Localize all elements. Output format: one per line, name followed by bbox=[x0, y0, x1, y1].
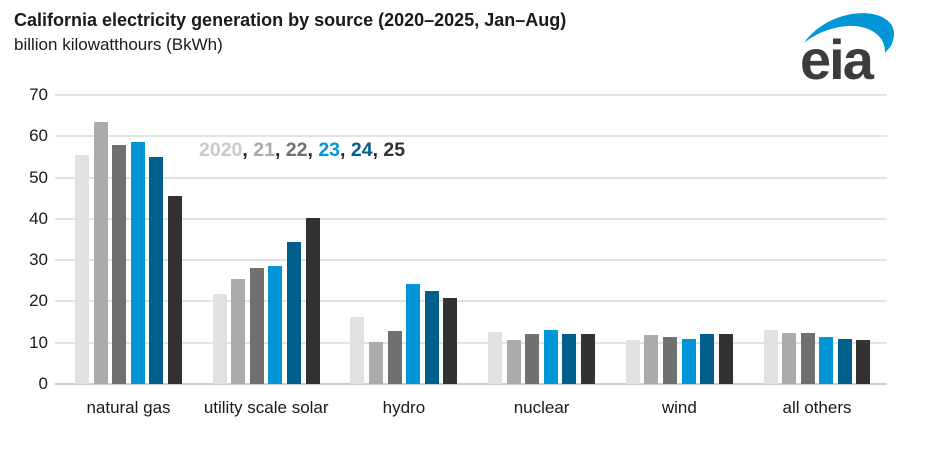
plot-area: 2020, 21, 22, 23, 24, 25 0 10 20 30 40 50 60 70… bbox=[29, 85, 887, 417]
bar bbox=[581, 333, 596, 384]
bar bbox=[406, 283, 421, 384]
legend-item: 25 bbox=[383, 139, 406, 161]
legend: 2020, 21, 22, 23, 24, 25 bbox=[199, 139, 405, 162]
bar bbox=[681, 339, 696, 384]
bar-group bbox=[350, 95, 458, 384]
x-axis-label: nuclear bbox=[513, 398, 570, 417]
legend-separator: , bbox=[307, 139, 319, 161]
bar bbox=[368, 341, 383, 384]
bar bbox=[112, 145, 127, 384]
gridline bbox=[55, 176, 887, 179]
x-axis-label: wind bbox=[661, 398, 697, 417]
y-tick-label: 70 bbox=[29, 85, 48, 104]
bar bbox=[268, 265, 283, 384]
legend-separator: , bbox=[242, 139, 254, 161]
bar bbox=[800, 332, 815, 384]
bar bbox=[93, 121, 108, 384]
eia-logo-text: eia bbox=[800, 28, 875, 85]
bar bbox=[837, 339, 852, 384]
x-axis-label: hydro bbox=[382, 398, 426, 417]
chart-subtitle: billion kilowatthours (BkWh) bbox=[14, 35, 223, 54]
bar bbox=[506, 340, 521, 384]
bar bbox=[782, 332, 797, 384]
bar bbox=[562, 333, 577, 384]
bar bbox=[387, 330, 402, 384]
gridline bbox=[55, 300, 887, 303]
y-tick-label: 50 bbox=[29, 167, 48, 187]
bar bbox=[543, 329, 558, 384]
y-tick-label: 0 bbox=[38, 374, 48, 393]
eia-logo: eia bbox=[800, 13, 894, 85]
bar bbox=[249, 268, 264, 384]
bar-group bbox=[488, 95, 596, 384]
bar bbox=[231, 278, 246, 384]
gridline bbox=[55, 217, 887, 220]
bar-group bbox=[212, 95, 320, 384]
chart-title: California electricity generation by sou… bbox=[14, 10, 567, 30]
bar bbox=[75, 154, 89, 384]
bar bbox=[130, 142, 145, 384]
bar bbox=[700, 333, 715, 384]
bar-group bbox=[763, 95, 871, 384]
eia-swoosh-icon bbox=[804, 13, 894, 53]
bar bbox=[525, 333, 540, 384]
x-axis-label: all others bbox=[782, 398, 852, 417]
legend-item: 21 bbox=[253, 139, 275, 161]
x-axis-label: natural gas bbox=[86, 398, 171, 417]
bar bbox=[856, 340, 871, 384]
bar bbox=[819, 337, 834, 384]
y-tick-label: 60 bbox=[29, 126, 48, 146]
bar bbox=[644, 334, 659, 384]
y-tick-label: 40 bbox=[29, 208, 48, 228]
y-tick-label: 30 bbox=[29, 250, 48, 270]
bar-group bbox=[75, 95, 182, 384]
bar bbox=[662, 336, 677, 384]
bar bbox=[350, 316, 365, 384]
legend-separator: , bbox=[372, 139, 384, 161]
legend-separator: , bbox=[274, 139, 286, 161]
bar-group bbox=[625, 95, 733, 384]
y-tick-label: 20 bbox=[29, 291, 48, 311]
bar bbox=[625, 339, 640, 384]
legend-item: 2020 bbox=[199, 139, 243, 161]
gridline bbox=[55, 341, 887, 344]
gridline bbox=[55, 135, 887, 138]
gridline bbox=[55, 94, 887, 96]
bar bbox=[488, 331, 503, 384]
bar bbox=[149, 156, 164, 384]
bar bbox=[443, 297, 458, 384]
bar bbox=[167, 196, 182, 384]
legend-item: 22 bbox=[285, 139, 308, 161]
bar bbox=[718, 333, 733, 384]
x-axis-label: utility scale solar bbox=[203, 398, 329, 417]
legend-item: 24 bbox=[350, 139, 373, 161]
gridline bbox=[55, 259, 887, 262]
legend-item: 23 bbox=[318, 139, 341, 161]
bar bbox=[212, 293, 227, 384]
bar bbox=[763, 329, 778, 384]
axis-line bbox=[55, 383, 887, 385]
bar bbox=[305, 218, 320, 384]
legend-separator: , bbox=[340, 139, 351, 161]
bar bbox=[424, 291, 439, 384]
y-tick-label: 10 bbox=[29, 332, 48, 352]
bar bbox=[287, 242, 302, 384]
